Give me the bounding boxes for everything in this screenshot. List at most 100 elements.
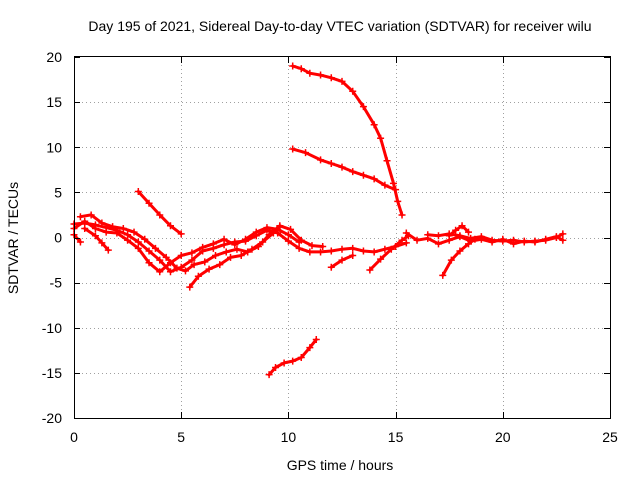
data-point [265, 371, 273, 379]
data-point [156, 268, 164, 276]
data-point [464, 228, 472, 236]
data-point [452, 226, 460, 234]
data-point [366, 266, 374, 274]
data-point [98, 239, 106, 247]
data-point [559, 236, 567, 244]
y-tick-label: -15 [42, 365, 62, 381]
y-tick-label: -10 [42, 320, 62, 336]
data-point [297, 354, 305, 362]
data-point [319, 243, 327, 251]
data-point [402, 229, 410, 237]
series-trace-o [439, 235, 479, 279]
data-point [552, 234, 560, 241]
data-point [104, 246, 112, 254]
data-point [201, 258, 209, 266]
data-point [434, 240, 442, 248]
data-point [383, 157, 391, 165]
data-series-layer [70, 62, 567, 379]
data-point [377, 134, 385, 142]
data-point [284, 231, 292, 239]
data-point [317, 156, 325, 164]
data-point [338, 77, 346, 85]
data-point [134, 187, 142, 195]
data-point [124, 236, 132, 244]
plot-frame [74, 56, 611, 419]
data-point [456, 247, 464, 255]
data-point [134, 244, 142, 252]
data-point [269, 229, 277, 237]
data-point [289, 357, 297, 365]
data-point [531, 237, 539, 245]
y-tick-label: -20 [42, 410, 62, 426]
y-tick-label: -5 [50, 275, 63, 291]
data-point [370, 248, 378, 256]
data-point [272, 363, 280, 371]
y-tick-label: 5 [54, 184, 62, 200]
data-point [394, 197, 402, 205]
chart-title: Day 195 of 2021, Sidereal Day-to-day VTE… [88, 18, 591, 34]
data-point [276, 223, 284, 231]
x-tick-label: 0 [70, 429, 78, 445]
data-point [306, 344, 314, 352]
data-point [327, 159, 335, 167]
series-line [83, 227, 110, 252]
data-point [510, 236, 518, 244]
data-point [289, 62, 297, 70]
data-point [377, 255, 385, 263]
data-point [216, 261, 224, 269]
data-point [177, 230, 185, 238]
data-point [119, 224, 127, 232]
data-point [308, 242, 316, 250]
data-point [252, 228, 260, 236]
data-point [76, 213, 84, 221]
data-point [220, 235, 228, 243]
y-tick-label: 0 [54, 230, 62, 246]
data-point [312, 335, 320, 343]
x-tick-label: 5 [177, 429, 185, 445]
data-point [458, 222, 466, 230]
series-line [291, 147, 398, 192]
x-tick-label: 25 [602, 429, 618, 445]
data-point [456, 232, 464, 240]
data-point [542, 236, 550, 244]
data-point [113, 229, 121, 237]
series-line [72, 219, 301, 274]
data-point [398, 211, 406, 219]
data-point [413, 236, 421, 244]
data-point [209, 240, 217, 248]
data-point [306, 248, 314, 256]
data-point [349, 252, 357, 260]
x-axis-label: GPS time / hours [287, 457, 394, 473]
data-point [295, 244, 303, 252]
data-point [222, 248, 230, 256]
data-point [402, 239, 410, 247]
series-line [188, 225, 282, 289]
series-line [447, 224, 470, 238]
data-point [87, 211, 95, 219]
y-tick-labels: -20 -15 -10 -5 0 5 10 15 20 [42, 49, 62, 426]
data-point [76, 238, 84, 246]
data-point [280, 359, 288, 367]
data-point [471, 235, 479, 243]
data-point [190, 261, 198, 269]
data-point [359, 171, 367, 179]
y-tick-label: 20 [46, 49, 62, 65]
series-trace-f [81, 224, 112, 254]
data-point [392, 186, 400, 194]
series-trace-p [445, 222, 472, 240]
data-point [173, 264, 181, 272]
data-point [205, 265, 213, 273]
data-point [317, 248, 325, 256]
data-point [199, 243, 207, 251]
data-point [327, 263, 335, 271]
data-point [297, 236, 305, 244]
data-point [81, 217, 89, 225]
data-point [338, 256, 346, 264]
data-point [145, 247, 153, 255]
series-trace-h [289, 62, 406, 219]
data-point [231, 241, 239, 249]
x-tick-labels: 0 5 10 15 20 25 [70, 429, 618, 445]
data-point [145, 199, 153, 207]
data-point [134, 238, 142, 246]
data-point [188, 256, 196, 264]
